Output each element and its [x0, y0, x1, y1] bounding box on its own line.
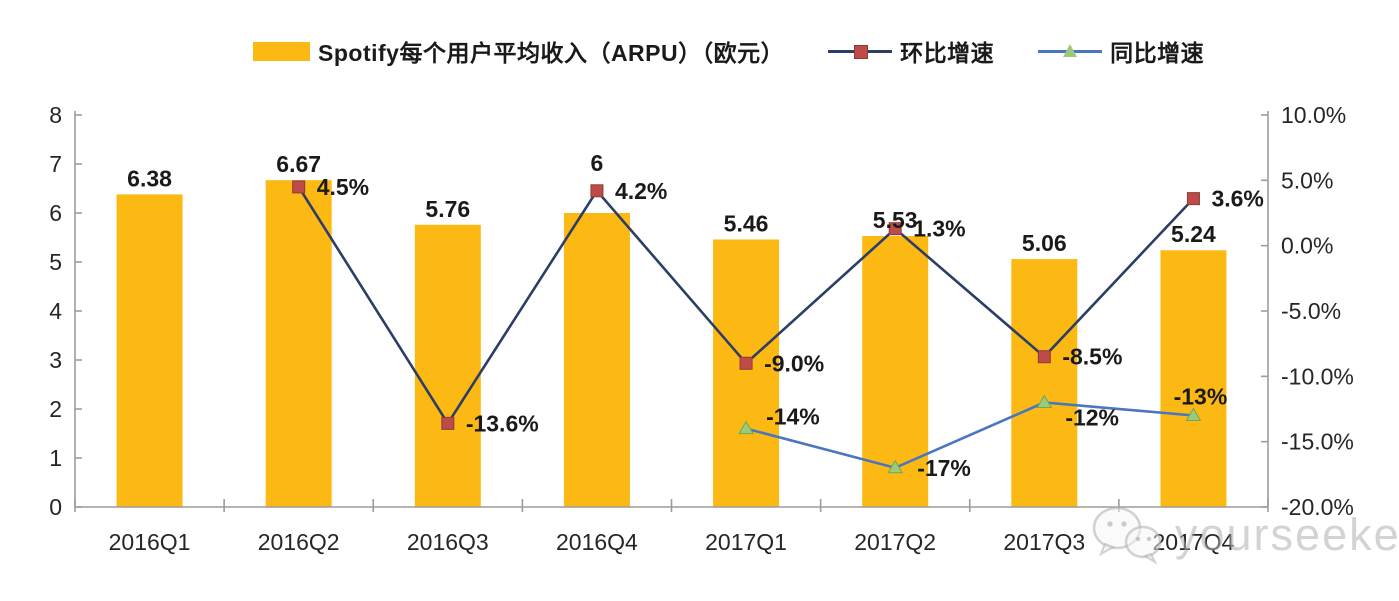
qoq-label-2016Q4: 4.2%	[615, 178, 667, 204]
right-axis-tick-label: -10.0%	[1281, 363, 1354, 389]
qoq-label-2017Q1: -9.0%	[764, 350, 824, 376]
qoq-marker-2017Q4	[1186, 192, 1200, 206]
left-axis-tick-label: 4	[49, 298, 62, 324]
right-axis-tick-label: -15.0%	[1281, 429, 1354, 455]
qoq-label-2017Q3: -8.5%	[1062, 344, 1122, 370]
bar-2016Q3	[414, 224, 481, 507]
qoq-label-2017Q4: 3.6%	[1211, 186, 1263, 212]
legend-label-yoy: 同比增速	[1110, 40, 1205, 66]
qoq-label-2016Q3: -13.6%	[466, 410, 539, 436]
bar-label-2016Q3: 5.76	[425, 196, 470, 222]
yoy-marker-2017Q3	[1036, 394, 1053, 408]
legend-label-qoq: 环比增速	[900, 40, 995, 66]
bar-2017Q1	[713, 239, 780, 507]
x-axis-label-2016Q3: 2016Q3	[407, 529, 489, 555]
yoy-line	[745, 401, 1194, 470]
yoy-line-sample	[1038, 43, 1103, 59]
x-axis-label-2016Q2: 2016Q2	[258, 529, 340, 555]
qoq-label-2017Q2: 1.3%	[913, 216, 965, 242]
legend-label-arpu: Spotify每个用户平均收入（ARPU）（欧元）	[318, 40, 785, 66]
qoq-marker-2017Q3	[1037, 350, 1051, 364]
legend-item-qoq-line: 环比增速	[828, 34, 994, 68]
qoq-marker-2016Q2	[292, 180, 306, 194]
yoy-label-2017Q2: -17%	[917, 455, 971, 481]
left-axis-tick-label: 5	[49, 249, 62, 275]
bar-label-2017Q1: 5.46	[724, 210, 769, 236]
yoy-label-2017Q4: -13%	[1174, 384, 1228, 410]
left-axis-tick-label: 3	[49, 347, 62, 373]
x-axis-label-2017Q1: 2017Q1	[705, 529, 787, 555]
bar-series-swatch	[253, 41, 310, 61]
qoq-marker-2016Q4	[590, 184, 604, 198]
qoq-line-sample	[828, 43, 893, 59]
yoy-marker-2017Q4	[1185, 407, 1202, 422]
left-axis-tick-label: 8	[49, 102, 62, 128]
left-axis-tick-label: 7	[49, 151, 62, 177]
left-axis-tick-label: 6	[49, 200, 62, 226]
right-axis-tick-label: -5.0%	[1281, 298, 1341, 324]
x-axis-label-2016Q4: 2016Q4	[556, 529, 638, 555]
qoq-marker-2017Q2	[888, 222, 902, 236]
x-axis-label-2017Q4: 2017Q4	[1153, 529, 1235, 555]
yoy-marker-2017Q2	[887, 459, 904, 474]
left-axis-tick-label: 1	[49, 445, 62, 471]
qoq-marker-2017Q1	[739, 356, 753, 370]
bar-label-2016Q1: 6.38	[127, 165, 172, 191]
qoq-marker-2016Q3	[441, 416, 455, 430]
bar-2016Q2	[265, 180, 332, 508]
right-axis-tick-label: 0.0%	[1281, 233, 1333, 259]
x-axis-label-2017Q3: 2017Q3	[1003, 529, 1085, 555]
right-axis-tick-label: 10.0%	[1281, 102, 1346, 128]
right-axis-tick-label: -20.0%	[1281, 494, 1354, 520]
left-axis-tick-label: 2	[49, 396, 62, 422]
x-axis-label-2017Q2: 2017Q2	[854, 529, 936, 555]
right-axis-tick-label: 5.0%	[1281, 167, 1333, 193]
yoy-label-2017Q1: -14%	[766, 404, 820, 430]
bar-label-2017Q4: 5.24	[1171, 221, 1216, 247]
bar-label-2016Q2: 6.67	[276, 151, 321, 177]
bar-2017Q3	[1011, 259, 1078, 507]
yoy-label-2017Q3: -12%	[1065, 404, 1119, 430]
yoy-triangle-marker-icon	[1063, 44, 1078, 57]
bar-2016Q4	[563, 213, 630, 507]
qoq-square-marker-icon	[854, 45, 869, 59]
bar-2017Q4	[1160, 250, 1227, 508]
yoy-marker-2017Q1	[738, 420, 754, 435]
bar-label-2016Q4: 6	[591, 150, 604, 176]
legend-item-arpu-bars: Spotify每个用户平均收入（ARPU）（欧元）	[253, 34, 784, 68]
bar-label-2017Q2: 5.53	[873, 207, 918, 233]
left-axis-tick-label: 0	[49, 494, 62, 520]
bar-2016Q1	[116, 194, 183, 507]
chart-legend: Spotify每个用户平均收入（ARPU）（欧元） 环比增速 同比增速	[253, 33, 1204, 69]
legend-item-yoy-line: 同比增速	[1038, 34, 1204, 68]
qoq-label-2016Q2: 4.5%	[317, 174, 369, 200]
x-axis-label-2016Q1: 2016Q1	[109, 529, 191, 555]
bar-label-2017Q3: 5.06	[1022, 230, 1067, 256]
